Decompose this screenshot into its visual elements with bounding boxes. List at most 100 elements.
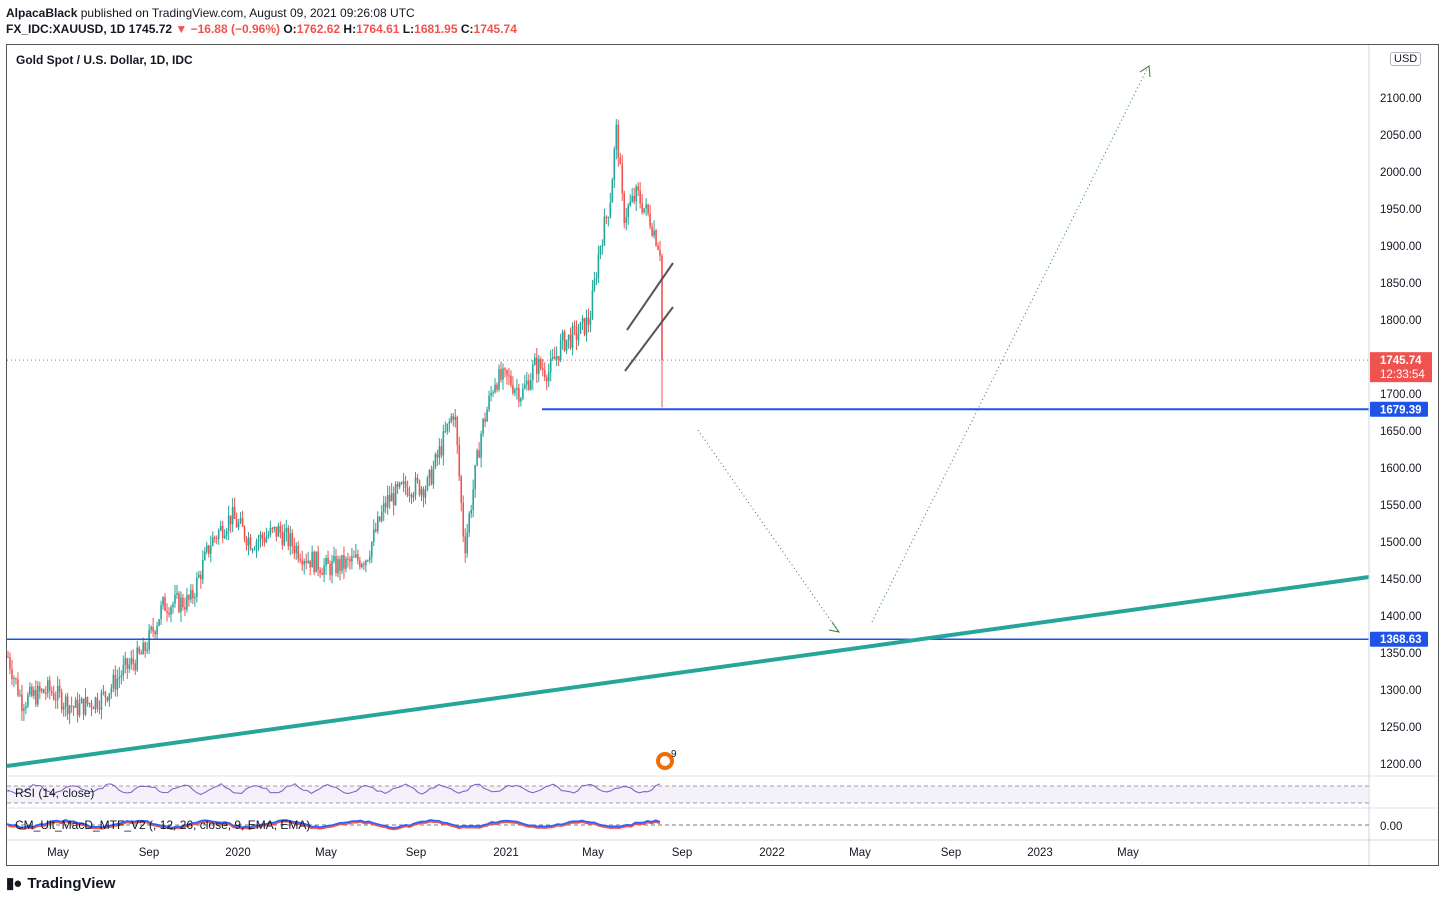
author-name[interactable]: AlpacaBlack <box>6 6 78 20</box>
candle-body <box>39 685 41 692</box>
candle-body <box>279 525 282 533</box>
candle-body <box>138 647 140 653</box>
candle-body <box>555 356 558 360</box>
candle-body <box>565 339 568 351</box>
price-tick-label: 1700.00 <box>1380 389 1422 401</box>
candle-body <box>56 685 59 700</box>
candle-body <box>368 556 371 561</box>
candle-body <box>170 607 172 615</box>
candle-body <box>134 663 137 671</box>
candle-body <box>229 515 232 525</box>
candle-body <box>353 556 355 558</box>
candle-body <box>444 431 447 433</box>
candle-body <box>303 561 305 565</box>
high-label: H: <box>340 22 357 36</box>
candle-body <box>611 179 614 203</box>
candle-body <box>470 509 472 514</box>
candle-body <box>142 642 144 655</box>
candle-body <box>68 705 71 714</box>
time-tick-label: May <box>582 847 604 859</box>
candle-body <box>333 556 335 562</box>
candle-body <box>587 317 590 325</box>
candle-body <box>58 685 61 693</box>
candle-body <box>72 706 75 708</box>
candle-body <box>130 658 133 665</box>
candle-body <box>13 678 15 680</box>
price-tick-label: 2100.00 <box>1380 93 1422 105</box>
candle-body <box>281 532 284 546</box>
candle-body <box>48 680 51 691</box>
candle-body <box>557 356 560 361</box>
candle-body <box>460 476 463 503</box>
candle-body <box>88 703 91 705</box>
symbol-line: FX_IDC:XAUUSD, 1D 1745.72 <box>6 22 176 36</box>
candle-body <box>299 558 302 561</box>
candle-body <box>365 560 367 566</box>
candle-body <box>408 494 411 496</box>
candle-body <box>508 375 510 377</box>
currency-badge[interactable]: USD <box>1390 52 1422 66</box>
candle-body <box>400 482 403 484</box>
candle-body <box>361 564 363 567</box>
candle-body <box>454 416 457 420</box>
candle-body <box>532 365 534 381</box>
candle-body <box>140 652 142 655</box>
candle-body <box>605 216 608 218</box>
macd-signal-line <box>7 820 661 831</box>
candle-body <box>106 697 109 701</box>
time-tick-label: Sep <box>406 847 426 859</box>
candle-body <box>146 649 148 651</box>
candle-body <box>301 560 304 565</box>
candle-body <box>510 375 512 386</box>
candle-body <box>257 540 260 542</box>
candle-body <box>657 245 659 250</box>
candle-body <box>520 398 522 402</box>
candle-body <box>321 573 323 575</box>
price-change: ▼ −16.88 (−0.96%) <box>175 22 281 36</box>
candle-body <box>484 418 486 422</box>
candle-body <box>255 541 258 550</box>
level-badge-1679 <box>1370 401 1428 417</box>
candle-body <box>265 536 268 543</box>
candle-body <box>639 190 641 204</box>
candle-body <box>319 569 321 574</box>
candle-body <box>462 502 465 537</box>
tradingview-logo[interactable]: ▮● TradingView <box>6 874 115 893</box>
candle-body <box>619 157 622 165</box>
candle-body <box>273 526 276 529</box>
candle-body <box>128 664 131 669</box>
candle-body <box>424 489 427 498</box>
price-tick-label: 1300.00 <box>1380 685 1422 697</box>
candle-body <box>661 255 663 361</box>
chart-frame[interactable] <box>6 44 1439 866</box>
candle-body <box>231 506 234 525</box>
candle-body <box>539 359 542 369</box>
candle-body <box>526 380 528 385</box>
candle-body <box>418 480 421 495</box>
candle-body <box>204 551 206 560</box>
candle-body <box>647 204 649 214</box>
publish-info: published on TradingView.com, August 09,… <box>80 6 415 20</box>
candle-body <box>438 446 441 458</box>
rsi-line <box>7 783 661 795</box>
candle-body <box>653 230 655 236</box>
candle-body <box>341 554 343 571</box>
candle-body <box>541 368 544 371</box>
candle-body <box>446 423 449 432</box>
candle-body <box>277 525 280 537</box>
time-tick-label: 2021 <box>493 847 519 859</box>
candle-body <box>42 689 45 694</box>
candle-body <box>114 674 117 690</box>
candle-body <box>62 706 65 710</box>
level-badge-1368-text: 1368.63 <box>1380 634 1422 646</box>
candle-body <box>64 696 67 707</box>
candle-body <box>412 494 415 498</box>
candle-body <box>327 557 329 564</box>
candle-body <box>241 518 244 527</box>
candle-body <box>92 707 95 710</box>
candle-body <box>98 708 101 710</box>
candle-body <box>633 195 635 202</box>
candle-body <box>261 534 264 539</box>
candle-body <box>589 319 592 325</box>
